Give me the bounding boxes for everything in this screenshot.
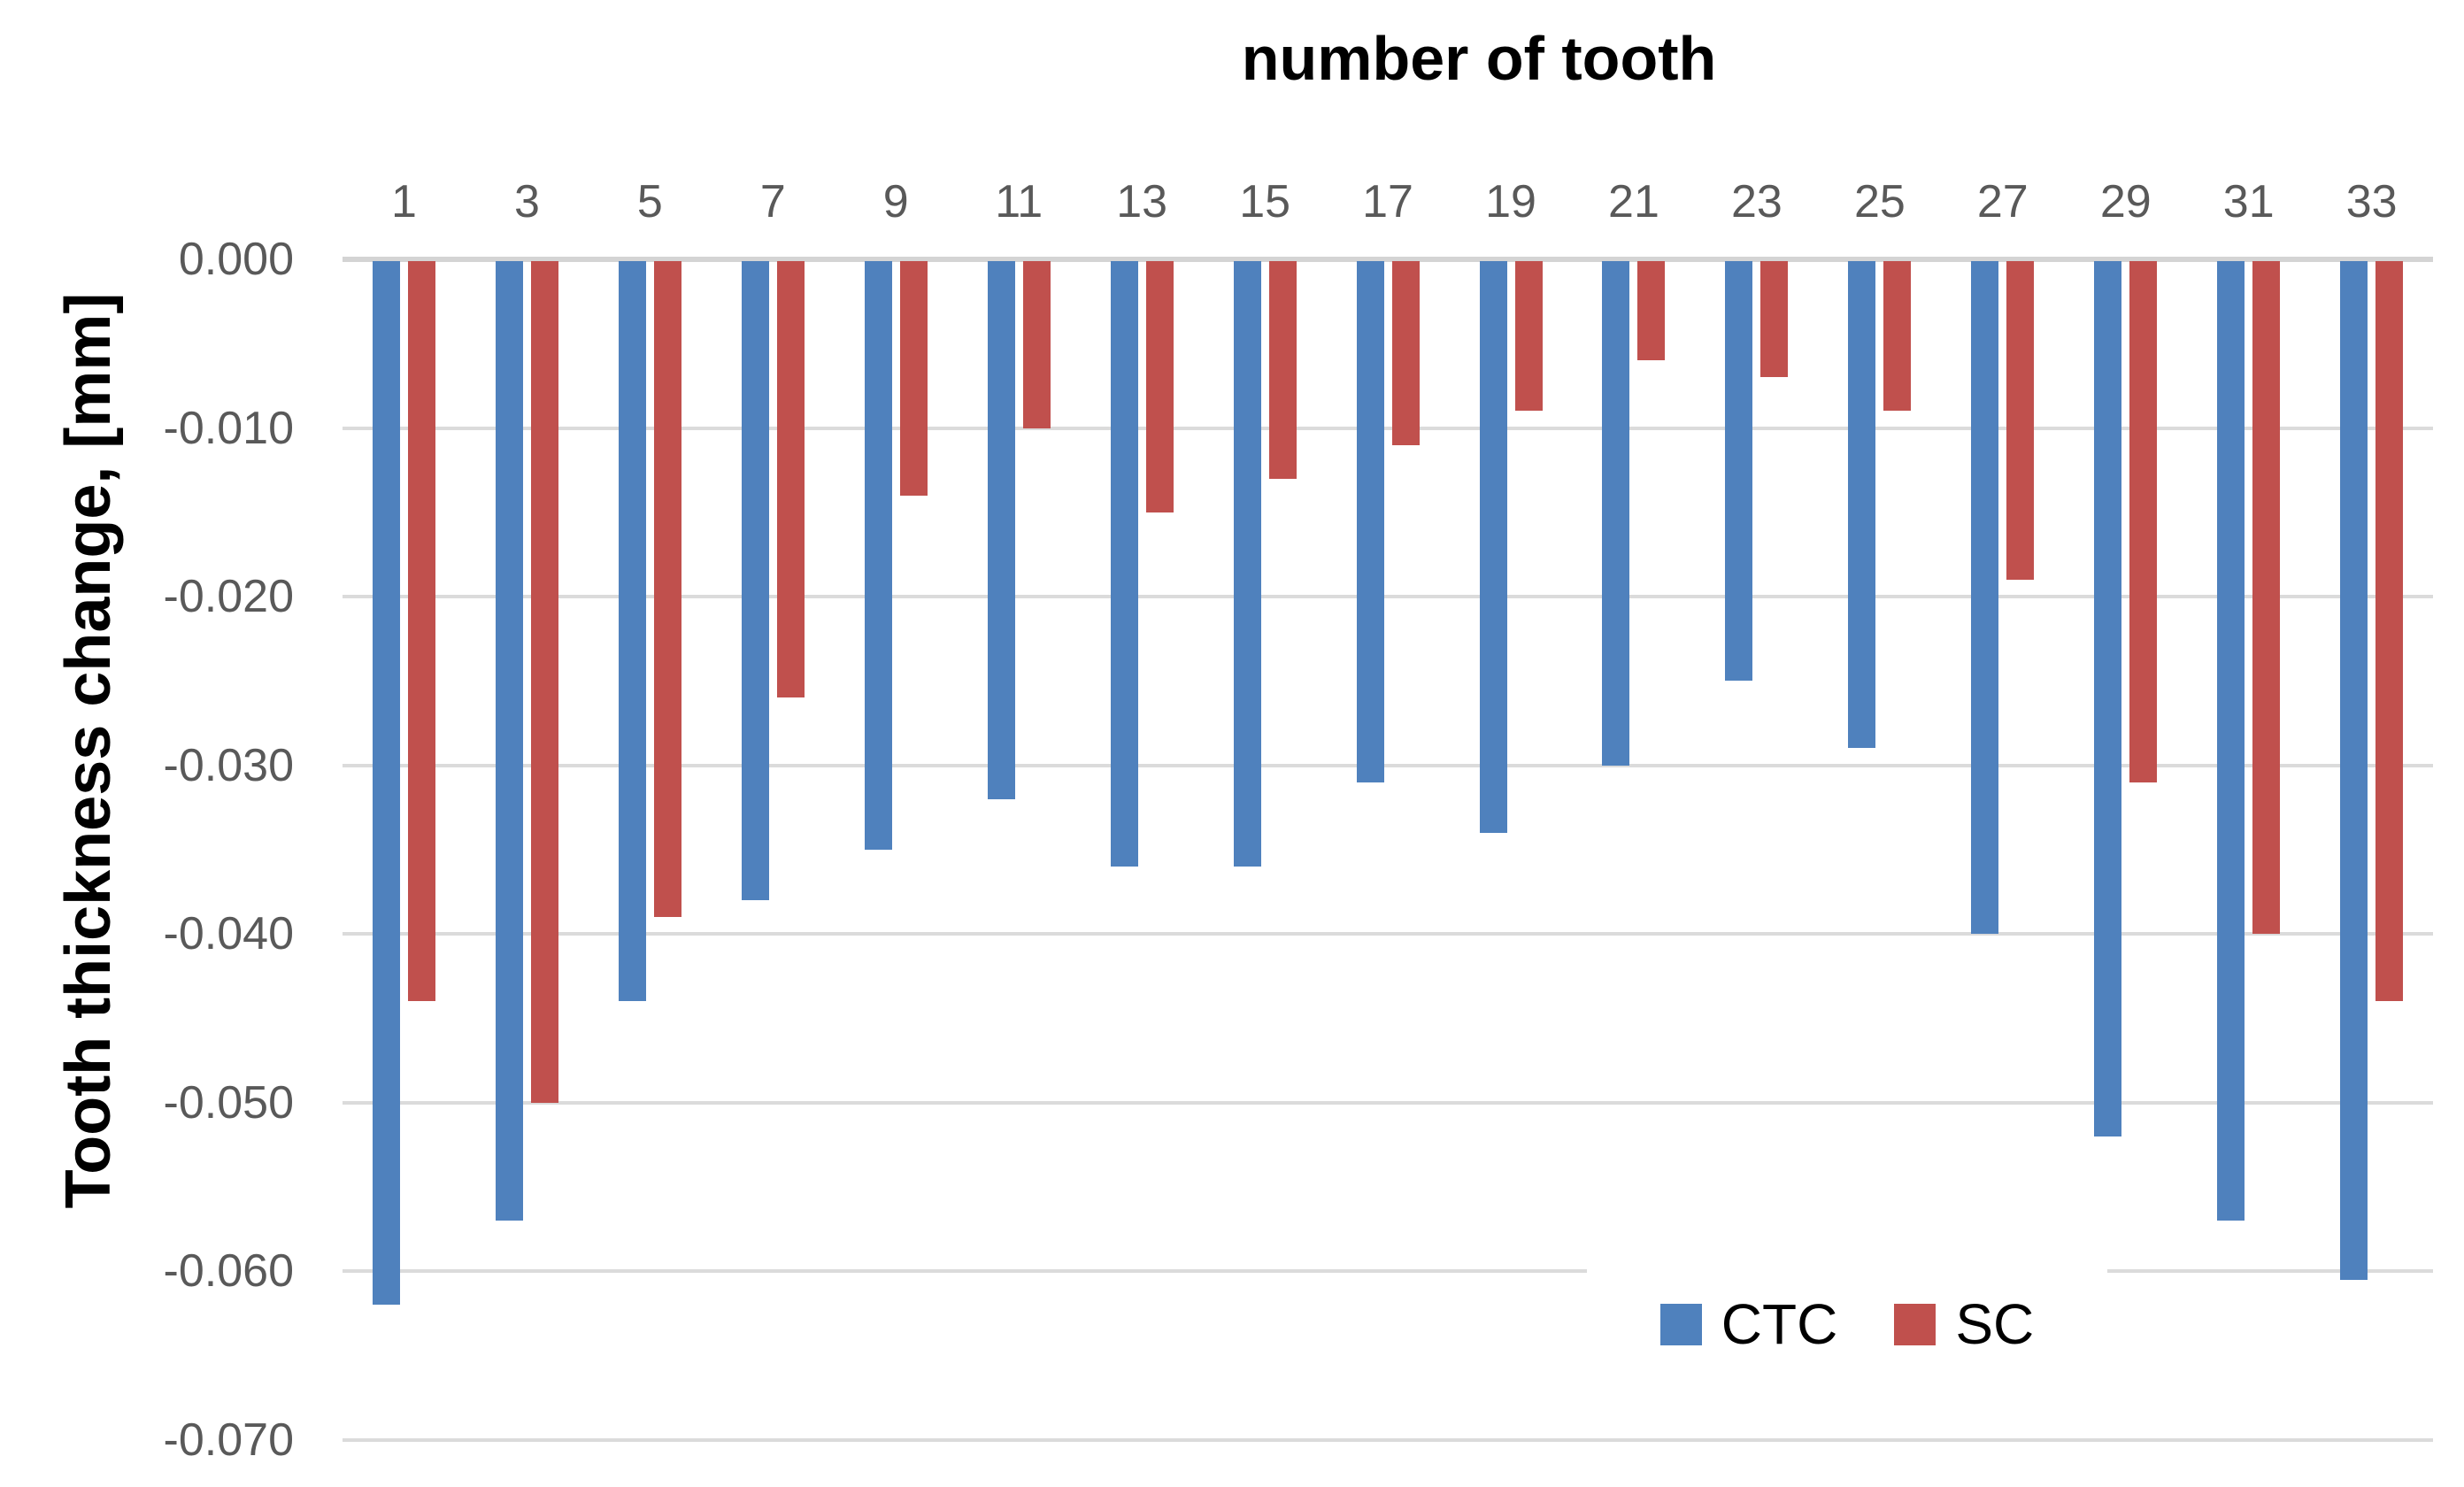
- gridline: [343, 763, 2433, 767]
- bar-ctc-5: [618, 261, 646, 1002]
- x-tick-label: 21: [1608, 176, 1659, 227]
- x-tick-label: 29: [2099, 176, 2152, 227]
- y-tick-label: -0.030: [163, 739, 294, 791]
- x-tick-label: 3: [513, 176, 540, 227]
- bar-sc-31: [2252, 261, 2281, 934]
- legend-label-sc: SC: [1955, 1292, 2035, 1356]
- bar-sc-15: [1268, 261, 1297, 479]
- bar-ctc-13: [1110, 261, 1138, 867]
- bar-ctc-27: [1971, 261, 1999, 934]
- y-tick-label: -0.040: [163, 908, 294, 959]
- legend-item-ctc: CTC: [1659, 1292, 1838, 1356]
- legend: CTC SC: [1587, 1257, 2107, 1391]
- bar-sc-29: [2129, 261, 2158, 782]
- bar-sc-9: [899, 261, 928, 496]
- bar-ctc-23: [1725, 261, 1753, 682]
- bar-sc-21: [1637, 261, 1666, 361]
- bar-ctc-9: [864, 261, 892, 850]
- x-tick-label: 25: [1853, 176, 1906, 227]
- legend-swatch-sc-icon: [1894, 1303, 1937, 1345]
- bar-sc-19: [1514, 261, 1543, 412]
- x-tick-label: 23: [1731, 176, 1783, 227]
- bar-sc-13: [1145, 261, 1174, 512]
- y-tick-label: -0.020: [163, 571, 294, 622]
- gridline: [343, 1437, 2433, 1442]
- y-tick-label: -0.050: [163, 1076, 294, 1129]
- bar-sc-3: [530, 261, 558, 1103]
- x-tick-label: 33: [2345, 176, 2398, 227]
- x-tick-label: 11: [995, 176, 1043, 227]
- bar-ctc-7: [741, 261, 769, 900]
- y-tick-label: -0.060: [163, 1245, 294, 1297]
- y-tick-label: -0.010: [163, 402, 294, 454]
- bar-ctc-33: [2340, 261, 2368, 1280]
- legend-swatch-ctc-icon: [1659, 1303, 1702, 1345]
- y-tick-label: 0.000: [178, 234, 294, 285]
- chart-title: number of tooth: [1241, 24, 1717, 93]
- bar-sc-17: [1391, 261, 1420, 445]
- gridline: [343, 426, 2433, 430]
- x-tick-label: 9: [882, 176, 909, 227]
- x-tick-label: 19: [1485, 176, 1536, 227]
- x-axis-line: [343, 257, 2433, 262]
- x-tick-label: 27: [1976, 176, 2029, 227]
- bar-sc-25: [1883, 261, 1912, 412]
- bar-sc-1: [407, 261, 435, 1002]
- bar-ctc-25: [1848, 261, 1876, 749]
- bar-ctc-15: [1233, 261, 1261, 867]
- y-tick-label: -0.070: [163, 1414, 294, 1466]
- gridline: [343, 595, 2433, 598]
- bar-ctc-11: [987, 261, 1015, 799]
- legend-item-sc: SC: [1894, 1296, 2034, 1352]
- bar-sc-23: [1760, 261, 1789, 378]
- bar-ctc-3: [495, 261, 523, 1221]
- bar-sc-33: [2375, 261, 2404, 1002]
- bar-sc-5: [653, 261, 681, 917]
- x-tick-label: 31: [2222, 176, 2275, 227]
- bar-ctc-17: [1356, 261, 1384, 782]
- x-tick-label: 15: [1239, 176, 1291, 227]
- bar-ctc-21: [1602, 261, 1630, 766]
- bar-ctc-1: [372, 261, 400, 1306]
- x-tick-label: 7: [759, 176, 786, 227]
- bar-ctc-31: [2217, 261, 2245, 1221]
- bar-ctc-29: [2094, 261, 2122, 1136]
- legend-label-ctc: CTC: [1721, 1292, 1838, 1356]
- bar-sc-7: [776, 261, 805, 698]
- gridline: [343, 1269, 2433, 1273]
- x-tick-label: 13: [1116, 176, 1168, 227]
- gridline: [343, 932, 2433, 936]
- bar-ctc-19: [1479, 261, 1507, 833]
- bar-sc-11: [1022, 261, 1051, 428]
- x-tick-label: 17: [1362, 176, 1413, 227]
- x-tick-label: 5: [636, 176, 663, 227]
- bar-sc-27: [2006, 261, 2035, 580]
- gridline: [343, 1100, 2433, 1105]
- x-tick-label: 1: [391, 176, 417, 227]
